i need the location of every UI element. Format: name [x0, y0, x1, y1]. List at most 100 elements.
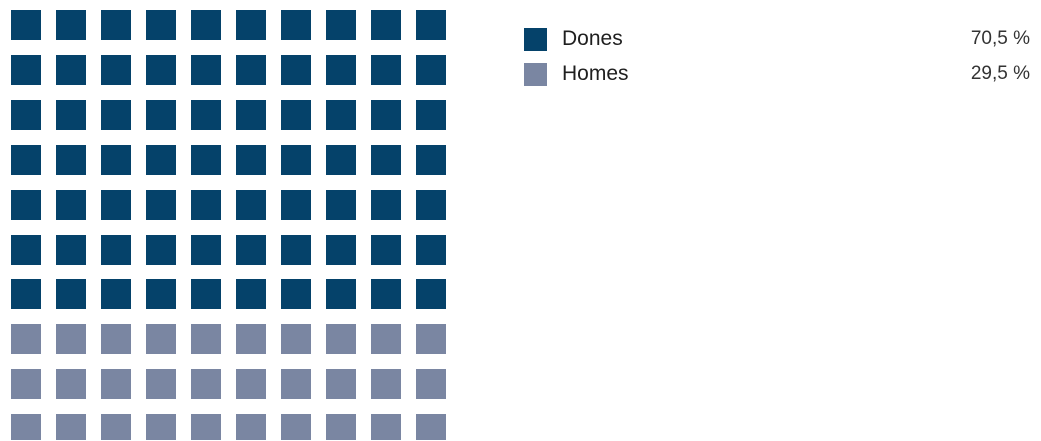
- waffle-cell-homes: [146, 324, 176, 354]
- waffle-cell-dones: [101, 279, 131, 309]
- waffle-cell-homes: [281, 369, 311, 399]
- waffle-cell-homes: [146, 369, 176, 399]
- waffle-cell-homes: [11, 324, 41, 354]
- waffle-cell-dones: [371, 235, 401, 265]
- waffle-cell-dones: [146, 145, 176, 175]
- waffle-cell-dones: [326, 145, 356, 175]
- waffle-cell-dones: [326, 235, 356, 265]
- waffle-cell-dones: [281, 100, 311, 130]
- waffle-cell-homes: [416, 369, 446, 399]
- waffle-cell-dones: [11, 55, 41, 85]
- waffle-cell-dones: [371, 279, 401, 309]
- waffle-cell-dones: [236, 100, 266, 130]
- waffle-cell-homes: [101, 414, 131, 440]
- waffle-cell-homes: [191, 369, 221, 399]
- waffle-cell-dones: [56, 235, 86, 265]
- waffle-cell-homes: [146, 414, 176, 440]
- waffle-cell-dones: [146, 100, 176, 130]
- waffle-cell-dones: [236, 145, 266, 175]
- waffle-cell-dones: [146, 279, 176, 309]
- waffle-cell-dones: [416, 190, 446, 220]
- waffle-cell-homes: [236, 324, 266, 354]
- waffle-cell-dones: [11, 190, 41, 220]
- waffle-cell-dones: [191, 279, 221, 309]
- waffle-cell-homes: [371, 414, 401, 440]
- waffle-cell-homes: [326, 414, 356, 440]
- waffle-cell-dones: [371, 55, 401, 85]
- waffle-cell-homes: [281, 324, 311, 354]
- waffle-cell-dones: [371, 145, 401, 175]
- waffle-cell-dones: [101, 190, 131, 220]
- waffle-cell-dones: [416, 100, 446, 130]
- waffle-cell-dones: [56, 279, 86, 309]
- waffle-cell-dones: [416, 145, 446, 175]
- legend-value-dones: 70,5 %: [970, 28, 1030, 49]
- legend-item-homes: Homes 29,5 %: [524, 61, 1030, 96]
- waffle-cell-homes: [371, 369, 401, 399]
- waffle-cell-dones: [146, 190, 176, 220]
- waffle-cell-dones: [101, 100, 131, 130]
- waffle-cell-dones: [416, 279, 446, 309]
- waffle-cell-dones: [191, 190, 221, 220]
- waffle-cell-dones: [416, 235, 446, 265]
- waffle-cell-homes: [326, 324, 356, 354]
- waffle-cell-dones: [146, 55, 176, 85]
- waffle-cell-dones: [326, 279, 356, 309]
- waffle-cell-homes: [11, 369, 41, 399]
- waffle-cell-dones: [371, 10, 401, 40]
- waffle-cell-dones: [416, 55, 446, 85]
- waffle-cell-homes: [56, 324, 86, 354]
- waffle-cell-dones: [191, 10, 221, 40]
- waffle-cell-dones: [281, 279, 311, 309]
- waffle-cell-homes: [56, 414, 86, 440]
- waffle-cell-dones: [101, 55, 131, 85]
- legend-label-homes: Homes: [562, 62, 629, 85]
- waffle-cell-homes: [191, 324, 221, 354]
- waffle-cell-dones: [191, 100, 221, 130]
- waffle-cell-homes: [326, 369, 356, 399]
- legend-swatch-dones: [524, 28, 547, 51]
- waffle-cell-homes: [101, 369, 131, 399]
- waffle-cell-dones: [101, 10, 131, 40]
- waffle-cell-homes: [56, 369, 86, 399]
- waffle-cell-dones: [101, 145, 131, 175]
- waffle-cell-dones: [236, 235, 266, 265]
- waffle-cell-dones: [326, 190, 356, 220]
- waffle-cell-dones: [416, 10, 446, 40]
- waffle-cell-dones: [281, 190, 311, 220]
- waffle-cell-dones: [56, 190, 86, 220]
- waffle-cell-dones: [236, 55, 266, 85]
- waffle-cell-homes: [191, 414, 221, 440]
- waffle-cell-homes: [281, 414, 311, 440]
- legend-label-dones: Dones: [562, 27, 623, 50]
- waffle-cell-homes: [416, 414, 446, 440]
- waffle-cell-homes: [371, 324, 401, 354]
- waffle-cell-dones: [281, 10, 311, 40]
- waffle-cell-homes: [416, 324, 446, 354]
- waffle-cell-homes: [101, 324, 131, 354]
- waffle-cell-dones: [11, 145, 41, 175]
- waffle-cell-dones: [146, 10, 176, 40]
- waffle-cell-dones: [371, 100, 401, 130]
- legend-item-dones: Dones 70,5 %: [524, 26, 1030, 61]
- waffle-cell-dones: [56, 145, 86, 175]
- waffle-cell-dones: [11, 10, 41, 40]
- waffle-cell-dones: [11, 279, 41, 309]
- waffle-chart: [11, 10, 446, 440]
- legend: Dones 70,5 % Homes 29,5 %: [524, 26, 1030, 96]
- waffle-cell-dones: [281, 145, 311, 175]
- waffle-cell-dones: [56, 55, 86, 85]
- waffle-cell-dones: [326, 10, 356, 40]
- waffle-cell-dones: [326, 55, 356, 85]
- waffle-cell-dones: [191, 145, 221, 175]
- waffle-cell-dones: [371, 190, 401, 220]
- waffle-cell-dones: [146, 235, 176, 265]
- waffle-cell-dones: [191, 235, 221, 265]
- legend-swatch-homes: [524, 63, 547, 86]
- waffle-cell-dones: [11, 100, 41, 130]
- waffle-cell-homes: [11, 414, 41, 440]
- waffle-cell-dones: [236, 10, 266, 40]
- waffle-cell-dones: [236, 190, 266, 220]
- waffle-cell-dones: [281, 55, 311, 85]
- waffle-cell-homes: [236, 369, 266, 399]
